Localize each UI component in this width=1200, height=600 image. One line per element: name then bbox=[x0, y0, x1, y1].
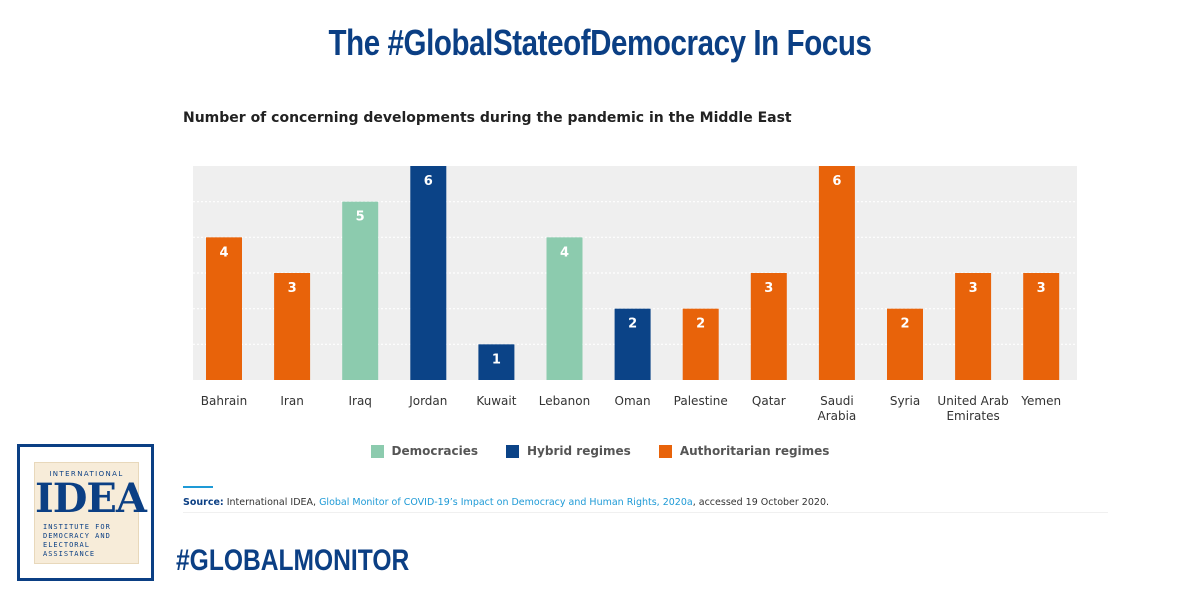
legend-swatch bbox=[370, 444, 384, 458]
category-label: Jordan bbox=[408, 394, 447, 408]
logo-panel: INTERNATIONAL IDEA INSTITUTE FOR DEMOCRA… bbox=[34, 462, 147, 564]
category-label: Iran bbox=[280, 394, 303, 408]
logo-line: DEMOCRACY AND bbox=[43, 532, 111, 540]
bar bbox=[818, 166, 855, 380]
bar bbox=[478, 344, 515, 380]
logo-line: ASSISTANCE bbox=[43, 550, 96, 558]
source-prefix: International IDEA, bbox=[226, 497, 317, 508]
category-label: Kuwait bbox=[476, 394, 516, 408]
source-suffix: , accessed 19 October 2020. bbox=[692, 497, 830, 508]
logo-wordmark: IDEA bbox=[35, 475, 147, 522]
bar bbox=[614, 308, 651, 380]
bar bbox=[206, 237, 242, 380]
bar-value-label: 6 bbox=[424, 174, 433, 189]
bar-value-label: 5 bbox=[356, 210, 365, 225]
category-label: Saudi Arabia bbox=[817, 394, 856, 423]
source-note: Source: International IDEA, Global Monit… bbox=[183, 497, 829, 508]
bar bbox=[682, 308, 719, 380]
bar-value-label: 4 bbox=[560, 245, 569, 260]
legend: Democracies Hybrid regimes Authoritarian… bbox=[0, 444, 1200, 458]
category-label: United Arab Emirates bbox=[937, 394, 1008, 423]
bars bbox=[206, 166, 1060, 380]
bar bbox=[955, 273, 992, 380]
source-link[interactable]: Global Monitor of COVID-19’s Impact on D… bbox=[319, 497, 693, 508]
hashtag: #GLOBALMONITOR bbox=[176, 544, 410, 577]
bar bbox=[274, 273, 311, 380]
idea-logo: INTERNATIONAL IDEA INSTITUTE FOR DEMOCRA… bbox=[17, 444, 154, 581]
legend-label: Hybrid regimes bbox=[527, 444, 631, 458]
legend-label: Authoritarian regimes bbox=[679, 444, 830, 458]
page-title: The #GlobalStateofDemocracy In Focus bbox=[328, 22, 872, 63]
bar bbox=[342, 201, 379, 380]
bar-value-label: 6 bbox=[832, 174, 841, 189]
legend-swatch bbox=[658, 444, 672, 458]
logo-top-text: INTERNATIONAL bbox=[49, 470, 124, 478]
bar-value-label: 2 bbox=[696, 317, 705, 332]
legend-swatch bbox=[506, 444, 520, 458]
category-label: Palestine bbox=[674, 394, 728, 408]
bar bbox=[887, 308, 923, 380]
legend-item-hybrid: Hybrid regimes bbox=[506, 444, 631, 458]
bar-value-label: 1 bbox=[492, 352, 501, 367]
legend-item-authoritarian: Authoritarian regimes bbox=[658, 444, 830, 458]
source-bottom-divider bbox=[183, 512, 1108, 513]
category-label: Yemen bbox=[1020, 394, 1061, 408]
bar bbox=[1023, 273, 1060, 380]
bar-value-label: 3 bbox=[969, 281, 978, 296]
category-label: Iraq bbox=[348, 394, 371, 408]
category-label: Oman bbox=[615, 394, 651, 408]
bar bbox=[750, 273, 787, 380]
chart-title: Number of concerning developments during… bbox=[183, 110, 792, 126]
bar-value-label: 2 bbox=[628, 317, 637, 332]
bar-value-label: 2 bbox=[900, 317, 909, 332]
bar-value-label: 3 bbox=[288, 281, 297, 296]
category-label: Syria bbox=[890, 394, 920, 408]
legend-label: Democracies bbox=[391, 444, 479, 458]
logo-line: ELECTORAL bbox=[43, 541, 90, 549]
category-labels: Bahrain Iran Iraq Jordan Kuwait Lebanon Oman Pa… bbox=[201, 394, 1061, 423]
logo-line: INSTITUTE FOR bbox=[43, 523, 111, 531]
bar-value-label: 4 bbox=[219, 245, 228, 260]
bar-value-label: 3 bbox=[1037, 281, 1046, 296]
category-label: Bahrain bbox=[201, 394, 247, 408]
bar bbox=[410, 166, 447, 380]
source-label: Source: bbox=[183, 497, 224, 508]
category-label: Lebanon bbox=[539, 394, 590, 408]
logo-subtitle: INSTITUTE FOR DEMOCRACY AND ELECTORAL AS… bbox=[43, 523, 133, 559]
value-labels: 4 3 5 6 1 4 2 2 3 6 2 3 3 bbox=[219, 174, 1045, 367]
bar-value-label: 3 bbox=[764, 281, 773, 296]
category-label: Qatar bbox=[752, 394, 786, 408]
bar bbox=[546, 237, 583, 380]
legend-item-democracies: Democracies bbox=[370, 444, 479, 458]
source-divider bbox=[183, 486, 213, 488]
